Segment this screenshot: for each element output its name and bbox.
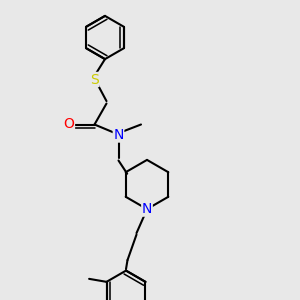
Text: S: S [90, 73, 99, 86]
Text: O: O [64, 118, 74, 131]
Text: N: N [113, 128, 124, 142]
Text: N: N [142, 202, 152, 216]
